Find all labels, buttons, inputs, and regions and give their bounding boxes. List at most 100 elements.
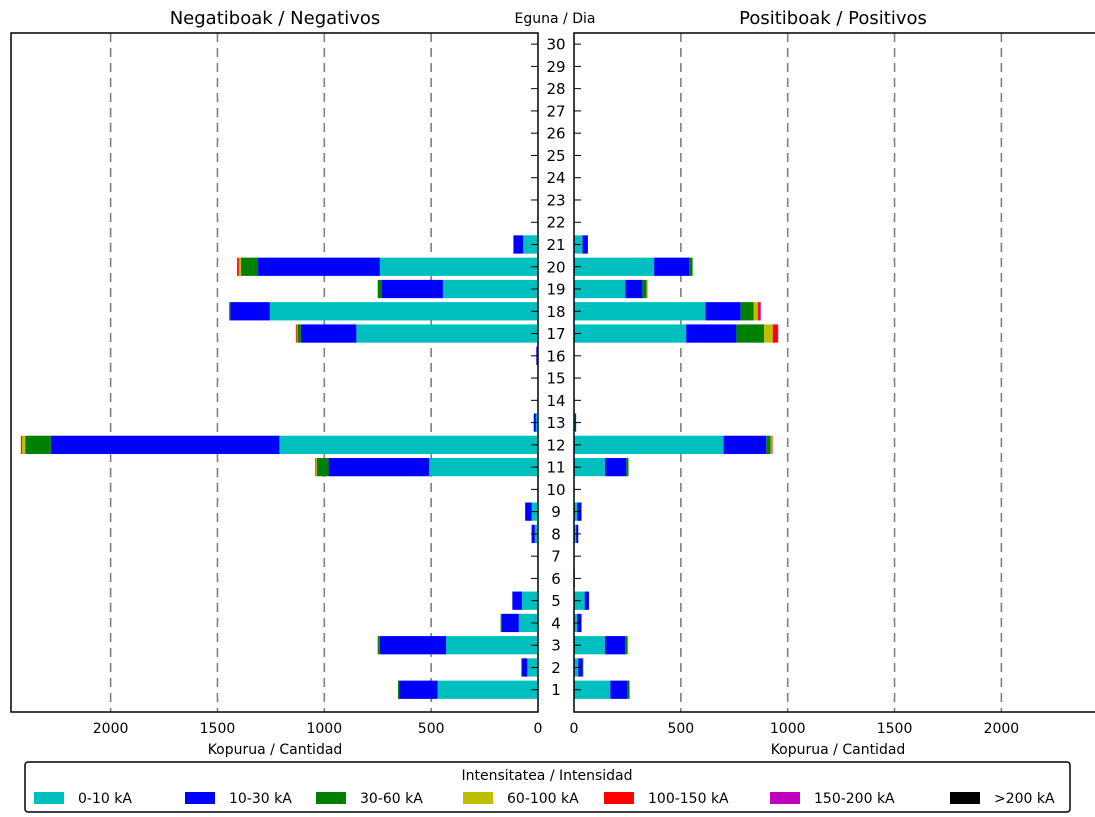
negative-bar-day-5-010kA — [521, 591, 538, 610]
negative-bar-day-12-60100kA — [21, 435, 26, 454]
right-x-tick-label: 1000 — [770, 721, 806, 737]
right-x-tick-label: 1500 — [877, 721, 913, 737]
day-label-9: 9 — [551, 503, 561, 521]
day-label-4: 4 — [551, 614, 561, 632]
positive-bar-day-18-100150kA — [757, 302, 760, 321]
positive-bar-day-12-60100kA — [770, 435, 772, 454]
day-label-18: 18 — [546, 303, 565, 321]
positive-bar-day-3-3060kA — [625, 636, 628, 655]
legend-swatch — [950, 792, 980, 804]
positive-bar-day-19-60100kA — [646, 279, 648, 299]
legend-swatch — [463, 792, 493, 804]
negative-bar-day-11-3060kA — [316, 457, 329, 477]
positive-bar-day-12-3060kA — [766, 435, 771, 454]
legend-swatch — [185, 792, 215, 804]
negative-bar-day-3-60100kA — [377, 636, 379, 655]
left-plot-frame — [10, 32, 539, 713]
legend-frame — [24, 761, 1071, 813]
negative-bar-day-20-3060kA — [240, 257, 259, 276]
negative-bar-day-20-100150kA — [237, 257, 239, 276]
day-label-19: 19 — [546, 281, 565, 299]
day-label-26: 26 — [546, 125, 565, 143]
positive-bar-day-19-1030kA — [625, 279, 643, 299]
negative-bar-day-12-010kA — [279, 435, 538, 454]
left-panel-title: Negatiboak / Negativos — [170, 8, 381, 29]
negative-bar-day-4-1030kA — [501, 613, 519, 633]
positive-bar-day-18-60100kA — [753, 302, 758, 321]
positive-bar-day-18-010kA — [574, 302, 706, 321]
negative-bar-day-19-3060kA — [377, 279, 382, 299]
day-label-7: 7 — [551, 548, 561, 566]
negative-bar-day-12-1030kA — [50, 435, 280, 454]
negative-bar-day-1-1030kA — [399, 680, 438, 699]
day-label-16: 16 — [546, 347, 565, 365]
negative-bar-day-1-3060kA — [398, 680, 400, 699]
legend-swatch — [316, 792, 346, 804]
positive-bar-day-11-1030kA — [604, 457, 627, 477]
positive-bar-day-19-010kA — [574, 279, 626, 299]
legend-swatch — [34, 792, 64, 804]
day-label-24: 24 — [546, 169, 565, 187]
legend-swatch — [604, 792, 634, 804]
legend: Intensitatea / Intensidad 0-10 kA 10-30 k… — [24, 761, 1071, 813]
positive-bar-day-5-1030kA — [584, 591, 589, 610]
negative-bar-day-5-1030kA — [512, 591, 522, 610]
right-plot-frame — [573, 32, 1095, 713]
negative-bar-day-11-100150kA — [315, 457, 317, 477]
negative-bar-day-11-60100kA — [315, 457, 317, 477]
negative-bar-day-17-60100kA — [296, 324, 298, 343]
negative-bar-day-11-010kA — [429, 457, 538, 477]
negative-bar-day-20-1030kA — [258, 257, 380, 276]
positive-bar-day-12-1030kA — [723, 435, 767, 454]
right-x-tick-label: 2000 — [984, 721, 1020, 737]
negative-bar-day-11-1030kA — [328, 457, 430, 477]
positive-bar-day-17-150200kA — [777, 324, 779, 343]
negative-bar-day-4-3060kA — [500, 613, 502, 633]
positive-bar-day-12-010kA — [574, 435, 724, 454]
positive-bar-day-3-60100kA — [627, 636, 629, 655]
positive-bar-day-19-3060kA — [642, 279, 647, 299]
positive-bar-day-20-1030kA — [654, 257, 690, 276]
day-label-8: 8 — [551, 525, 561, 543]
day-label-22: 22 — [546, 214, 565, 232]
positive-bar-day-1-010kA — [574, 680, 611, 699]
positive-bar-day-17-100150kA — [772, 324, 778, 343]
day-label-13: 13 — [546, 414, 565, 432]
negative-bar-day-17-1030kA — [300, 324, 357, 343]
positive-bar-day-3-1030kA — [604, 636, 626, 655]
negative-bar-day-21-010kA — [523, 235, 538, 254]
positive-bar-day-18-150200kA — [759, 302, 761, 321]
day-label-10: 10 — [546, 481, 565, 499]
positive-bar-day-20-3060kA — [689, 257, 693, 276]
negative-bar-day-12-3060kA — [25, 435, 51, 454]
negative-bar-day-17-010kA — [356, 324, 538, 343]
positive-bar-day-18-1030kA — [705, 302, 741, 321]
positive-bar-day-18-3060kA — [740, 302, 754, 321]
positive-bar-day-17-60100kA — [764, 324, 773, 343]
negative-bar-day-18-3060kA — [229, 302, 231, 321]
day-label-6: 6 — [551, 570, 561, 588]
left-x-tick-label: 1500 — [200, 721, 236, 737]
day-label-2: 2 — [551, 659, 561, 677]
negative-bar-day-18-1030kA — [230, 302, 270, 321]
negative-bar-day-19-1030kA — [381, 279, 443, 299]
positive-bar-day-21-1030kA — [582, 235, 588, 254]
day-label-25: 25 — [546, 147, 565, 165]
day-label-20: 20 — [546, 258, 565, 276]
right-x-tick-label: 500 — [667, 721, 694, 737]
positive-bar-day-20-010kA — [574, 257, 655, 276]
legend-title: Intensitatea / Intensidad — [461, 768, 632, 784]
positive-bar-day-17-3060kA — [736, 324, 765, 343]
positive-bar-day-2-3060kA — [582, 658, 584, 677]
day-label-11: 11 — [546, 459, 565, 477]
positive-bar-day-17-1030kA — [686, 324, 737, 343]
negative-bar-day-17-100150kA — [295, 324, 297, 343]
positive-bar-day-12-100150kA — [771, 435, 773, 454]
day-label-23: 23 — [546, 191, 565, 209]
negative-bar-day-12-100150kA — [20, 435, 22, 454]
left-x-tick-label: 2000 — [93, 721, 129, 737]
negative-bar-day-3-3060kA — [377, 636, 380, 655]
positive-bar-day-11-010kA — [574, 457, 605, 477]
negative-bar-day-19-010kA — [442, 279, 538, 299]
legend-label: >200 kA — [994, 791, 1055, 807]
